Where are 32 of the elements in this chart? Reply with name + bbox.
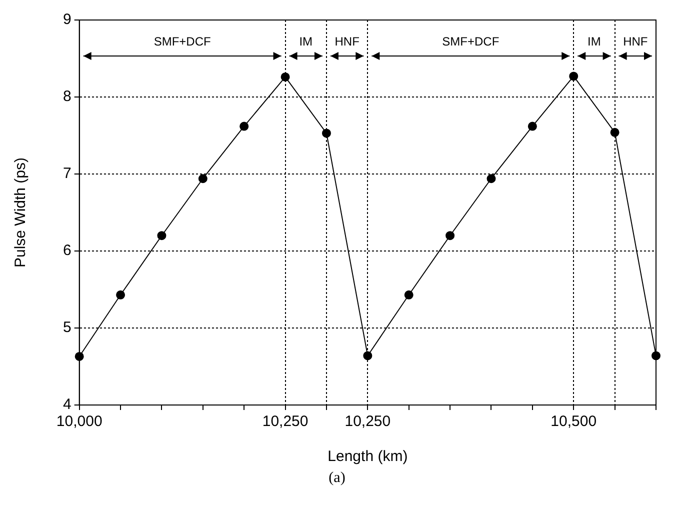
y-tick-label: 6 — [63, 242, 72, 260]
annotation: HNF — [334, 34, 360, 48]
annotation: IM — [299, 34, 313, 48]
x-tick-label: 10,500 — [550, 413, 597, 430]
x-axis-title: Length (km) — [328, 448, 408, 466]
point — [322, 128, 331, 138]
text: (a) — [328, 470, 346, 487]
y-tick-label: 9 — [63, 11, 72, 28]
y-tick-label: 8 — [63, 88, 72, 106]
x-tick-label: 10,000 — [56, 413, 102, 430]
y-tick-label: 4 — [63, 396, 72, 414]
point — [157, 231, 166, 240]
point — [280, 72, 290, 82]
point — [116, 290, 126, 300]
x-tick-label: 10,250 — [262, 413, 308, 430]
point — [569, 72, 578, 81]
point — [486, 174, 496, 184]
point — [363, 351, 372, 360]
point — [528, 122, 537, 131]
point — [446, 231, 455, 240]
point — [240, 122, 249, 131]
y-axis-title: Pulse Width (ps) — [12, 157, 30, 268]
annotation: IM — [588, 34, 601, 48]
y-tick-label: 5 — [63, 319, 72, 336]
point — [198, 174, 208, 184]
annotation: HNF — [623, 34, 648, 48]
point — [404, 290, 414, 300]
point — [610, 128, 620, 137]
annotation: SMF+DCF — [154, 34, 211, 48]
x-tick-label: 10,250 — [344, 413, 391, 430]
annotation: SMF+DCF — [442, 34, 500, 48]
y-tick-label: 7 — [63, 165, 72, 182]
